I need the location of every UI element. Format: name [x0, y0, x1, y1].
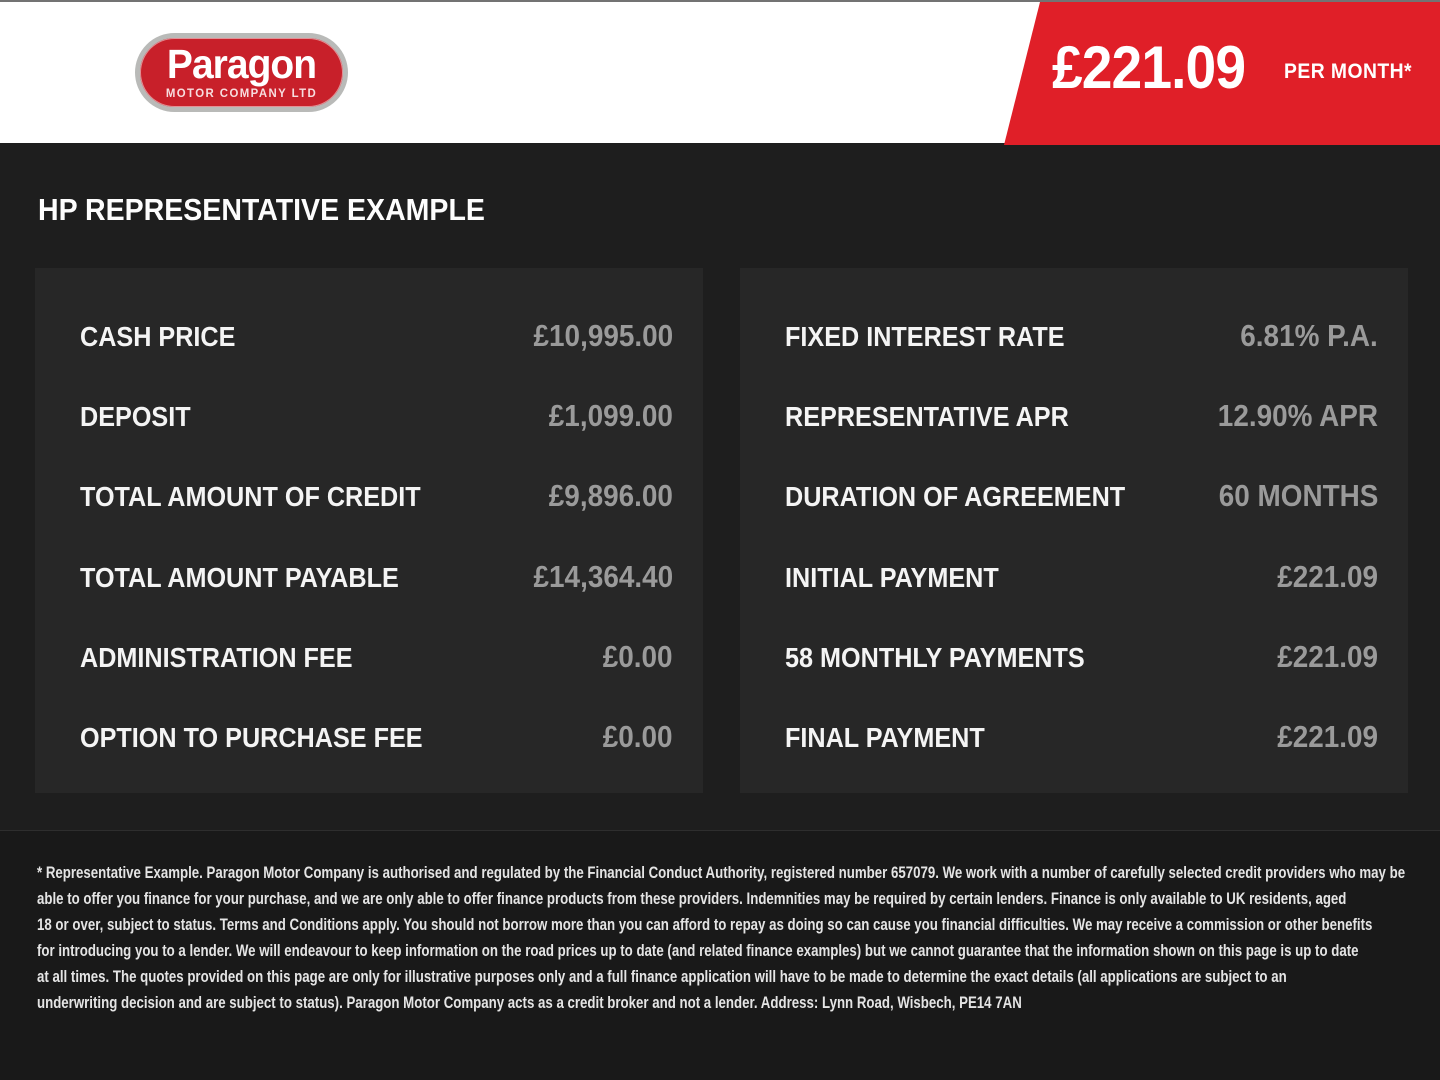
row-label: DEPOSIT	[80, 401, 191, 433]
table-row: FINAL PAYMENT £221.09	[785, 719, 1378, 755]
row-label: DURATION OF AGREEMENT	[785, 481, 1126, 513]
table-row: 58 MONTHLY PAYMENTS £221.09	[785, 639, 1378, 675]
disclaimer-line: able to offer you finance for your purch…	[37, 889, 1347, 908]
finance-example-section: HP REPRESENTATIVE EXAMPLE CASH PRICE £10…	[0, 143, 1440, 830]
table-row: INITIAL PAYMENT £221.09	[785, 559, 1378, 595]
row-value: 6.81% P.A.	[1240, 318, 1378, 353]
table-row: FIXED INTEREST RATE 6.81% P.A.	[785, 318, 1378, 354]
row-value: 12.90% APR	[1217, 398, 1378, 434]
disclaimer-footer: * Representative Example. Paragon Motor …	[0, 830, 1440, 1080]
disclaimer-line: 18 or over, subject to status. Terms and…	[37, 915, 1373, 934]
header-bar: Paragon MOTOR COMPANY LTD £221.09 PER MO…	[0, 0, 1440, 145]
table-row: TOTAL AMOUNT OF CREDIT £9,896.00	[80, 478, 673, 514]
table-row: DEPOSIT £1,099.00	[80, 398, 673, 434]
monthly-price-period: PER MONTH*	[1283, 60, 1412, 83]
finance-panels: CASH PRICE £10,995.00 DEPOSIT £1,099.00 …	[35, 268, 1408, 793]
disclaimer-line: * Representative Example. Paragon Motor …	[37, 863, 1406, 882]
row-label: CASH PRICE	[80, 321, 236, 352]
row-label: TOTAL AMOUNT OF CREDIT	[80, 481, 421, 513]
table-row: REPRESENTATIVE APR 12.90% APR	[785, 398, 1378, 434]
row-label: REPRESENTATIVE APR	[785, 401, 1069, 433]
logo-name: Paragon	[166, 41, 317, 87]
paragon-logo: Paragon MOTOR COMPANY LTD	[135, 33, 348, 112]
table-row: TOTAL AMOUNT PAYABLE £14,364.40	[80, 559, 673, 595]
row-label: ADMINISTRATION FEE	[80, 641, 353, 673]
row-value: £10,995.00	[533, 318, 673, 353]
logo-subtitle: MOTOR COMPANY LTD	[165, 86, 318, 100]
finance-panel-left: CASH PRICE £10,995.00 DEPOSIT £1,099.00 …	[35, 268, 703, 793]
row-value: £1,099.00	[548, 398, 673, 434]
disclaimer-line: for introducing you to a lender. We will…	[37, 941, 1359, 960]
row-value: £221.09	[1277, 718, 1378, 754]
row-value: £0.00	[603, 718, 673, 754]
row-value: 60 MONTHS	[1218, 478, 1378, 514]
row-label: INITIAL PAYMENT	[785, 561, 999, 593]
row-value: £221.09	[1277, 638, 1378, 674]
row-value: £221.09	[1277, 558, 1378, 594]
table-row: CASH PRICE £10,995.00	[80, 318, 673, 354]
table-row: DURATION OF AGREEMENT 60 MONTHS	[785, 478, 1378, 514]
row-value: £0.00	[603, 638, 673, 674]
finance-panel-right: FIXED INTEREST RATE 6.81% P.A. REPRESENT…	[740, 268, 1408, 793]
disclaimer-line: at all times. The quotes provided on thi…	[37, 967, 1287, 986]
table-row: ADMINISTRATION FEE £0.00	[80, 639, 673, 675]
row-label: 58 MONTHLY PAYMENTS	[785, 641, 1085, 673]
monthly-price-amount: £221.09	[1052, 34, 1246, 101]
monthly-price-banner: £221.09 PER MONTH*	[1004, 2, 1440, 145]
row-label: FINAL PAYMENT	[785, 721, 985, 753]
disclaimer-line: underwriting decision and are subject to…	[37, 993, 1022, 1012]
row-value: £14,364.40	[533, 558, 673, 594]
row-label: TOTAL AMOUNT PAYABLE	[80, 561, 399, 593]
table-row: OPTION TO PURCHASE FEE £0.00	[80, 719, 673, 755]
page-title: HP REPRESENTATIVE EXAMPLE	[38, 192, 485, 227]
row-label: FIXED INTEREST RATE	[785, 321, 1065, 352]
row-value: £9,896.00	[548, 478, 673, 514]
row-label: OPTION TO PURCHASE FEE	[80, 721, 423, 753]
